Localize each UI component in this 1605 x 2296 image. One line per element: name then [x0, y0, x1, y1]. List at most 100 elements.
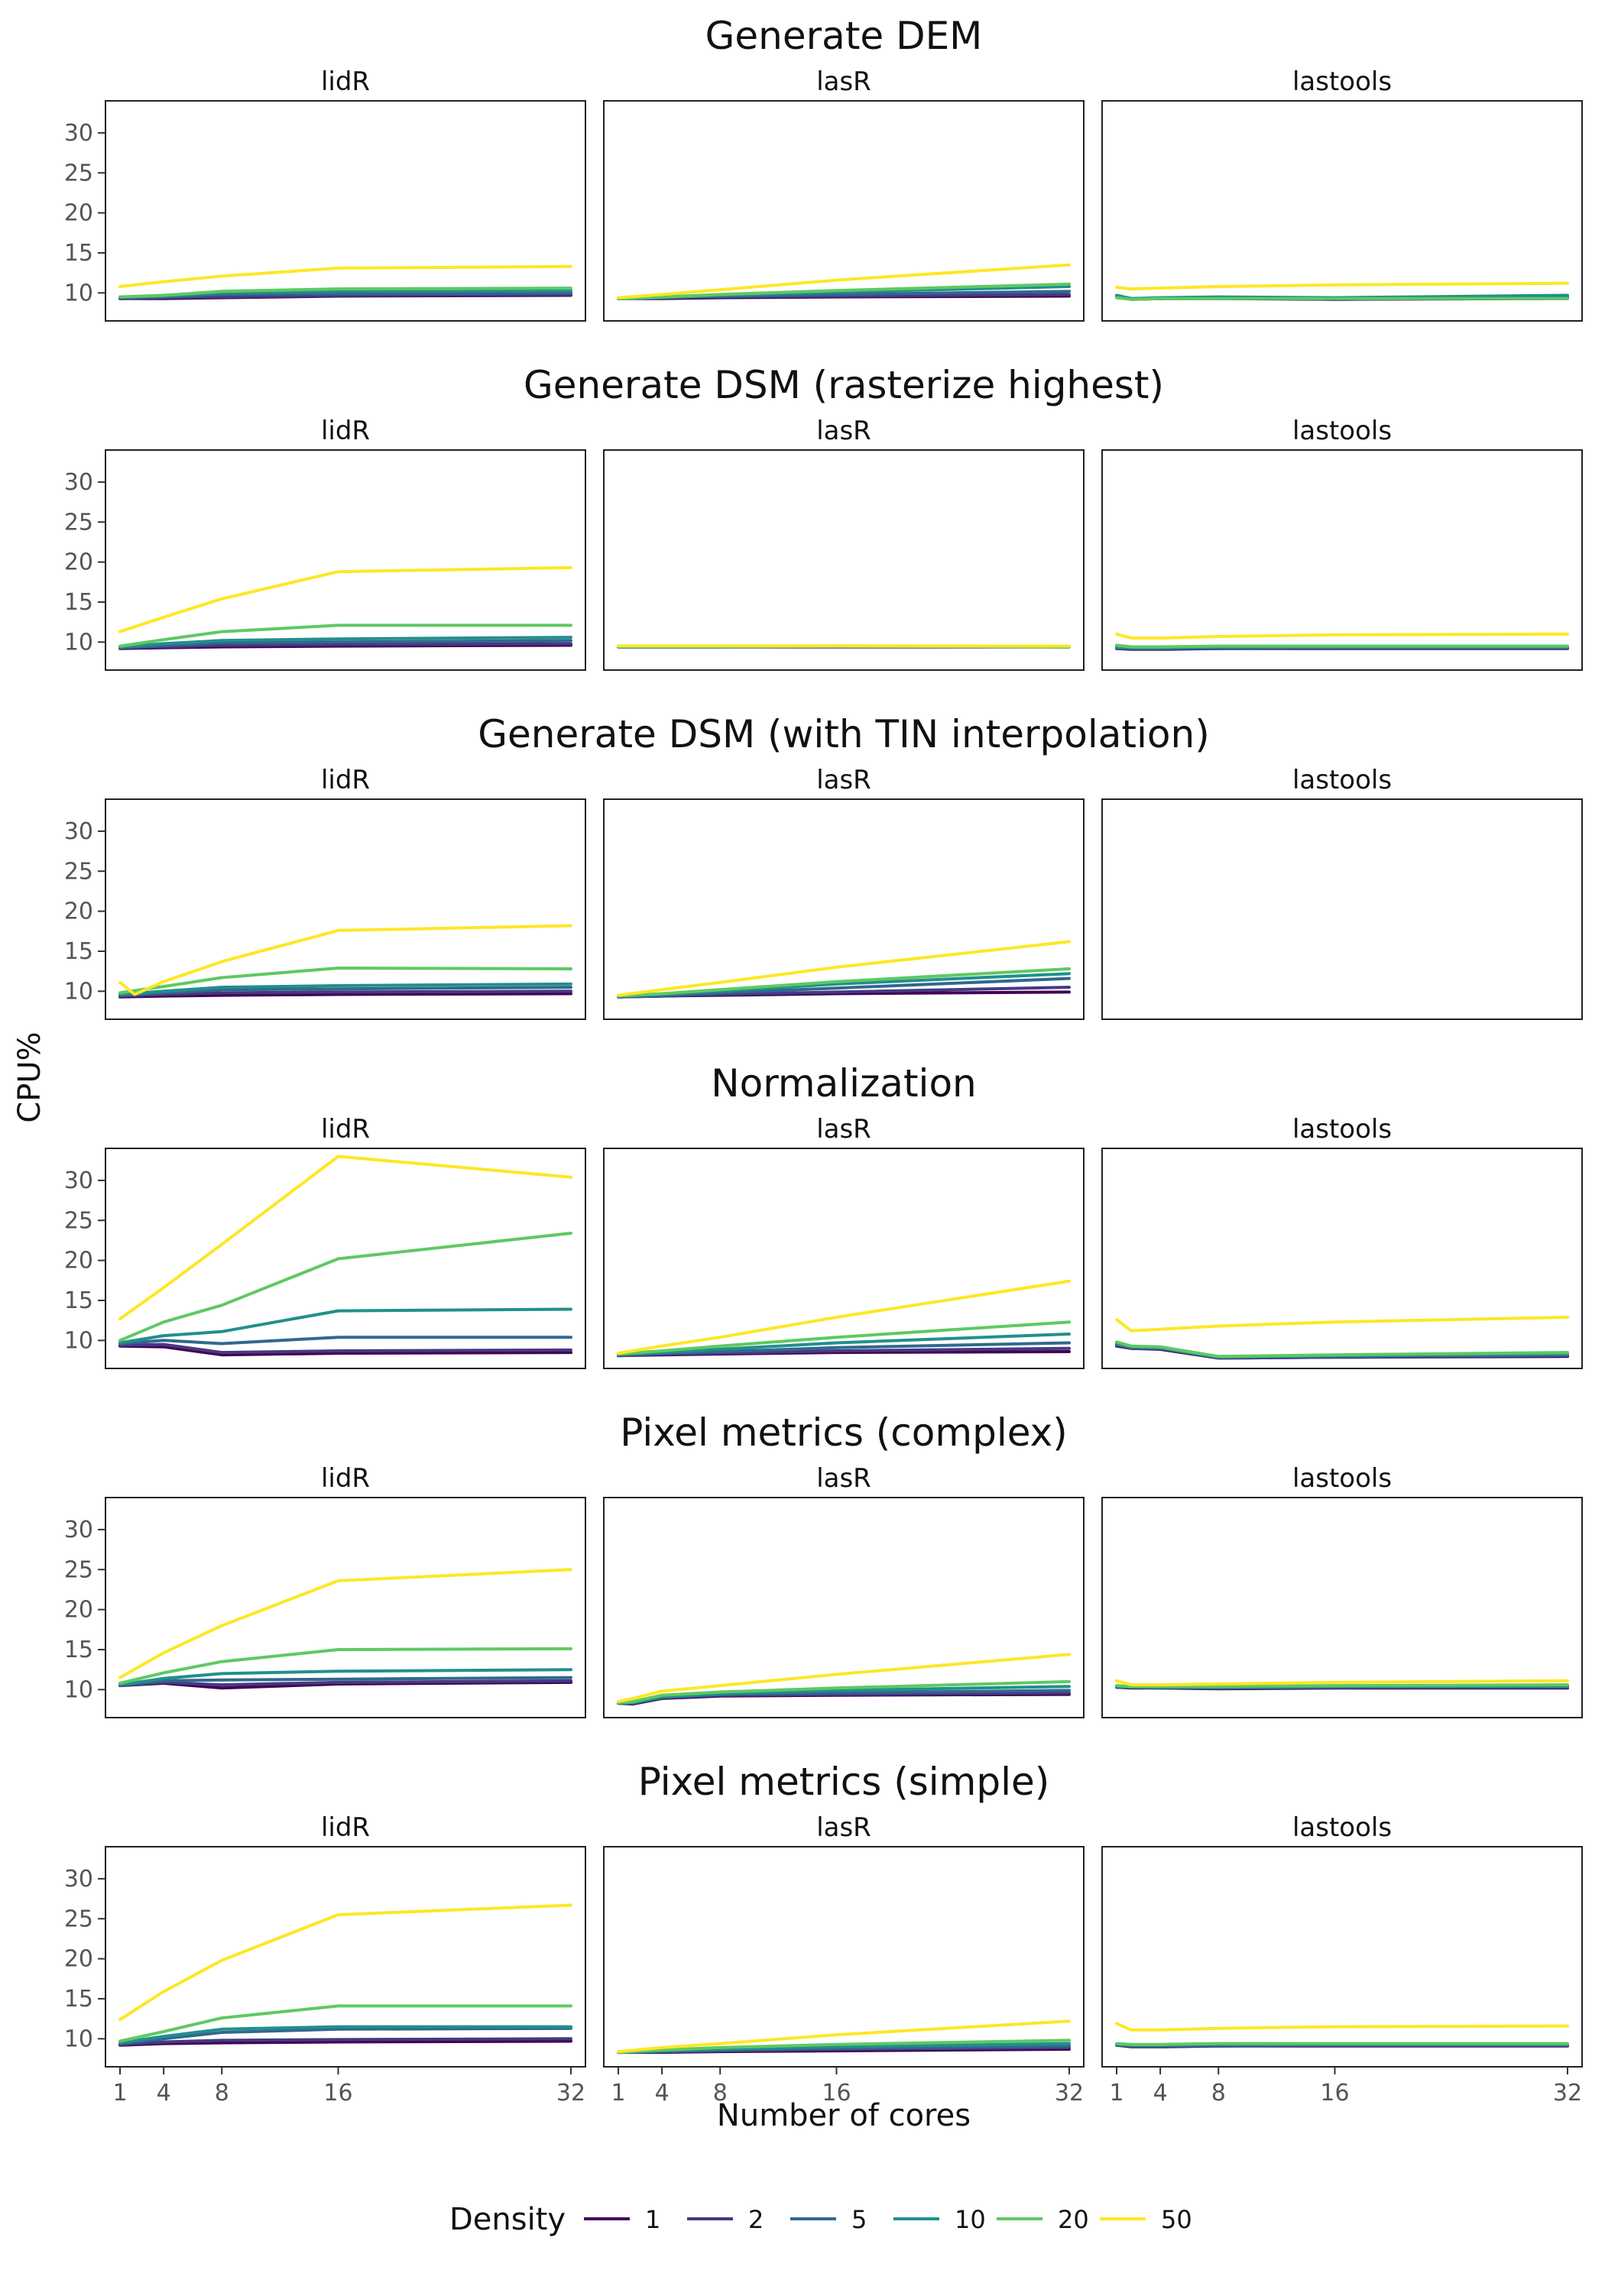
- series-line-density-5: [118, 2026, 572, 2045]
- panel-strip-label: lastools: [1292, 765, 1392, 795]
- panel: lastools: [1101, 1463, 1583, 1718]
- series-line-density-50: [118, 264, 572, 288]
- series-line-density-50: [617, 2019, 1071, 2054]
- series-line-density-20: [118, 623, 572, 648]
- y-tick-label: 10: [64, 1676, 93, 1703]
- panel-frame: [603, 1148, 1085, 1369]
- y-tick-label: 20: [64, 1248, 93, 1274]
- panel: lidR 10 15 20 25 30: [64, 1114, 586, 1369]
- facet-row: Generate DSM (rasterize highest) lidR 10 15…: [64, 363, 1583, 671]
- y-tick-label: 15: [64, 1287, 93, 1314]
- x-tick-label: 16: [822, 2080, 851, 2107]
- y-tick-label: 15: [64, 240, 93, 267]
- series-line-density-10: [118, 1668, 572, 1687]
- y-tick-label: 20: [64, 1597, 93, 1624]
- x-tick-label: 8: [215, 2080, 229, 2107]
- series-line-density-20: [118, 1647, 572, 1685]
- row-title: Generate DSM (with TIN interpolation): [478, 712, 1209, 756]
- panel-strip-label: lastools: [1292, 1812, 1392, 1843]
- legend-label: 2: [748, 2205, 764, 2234]
- x-tick-label: 32: [556, 2080, 585, 2107]
- legend-label: 1: [645, 2205, 660, 2234]
- series-line-density-50: [118, 1568, 572, 1679]
- series-line-density-50: [118, 924, 572, 996]
- panel-strip-label: lidR: [321, 1463, 370, 1494]
- x-tick-label: 4: [157, 2080, 171, 2107]
- panel: lidR 10 15 20 25 30 1 4 8 16 32: [64, 1812, 586, 2107]
- x-tick-label: 1: [611, 2080, 625, 2107]
- legend-label: 50: [1161, 2205, 1192, 2234]
- row-title: Pixel metrics (simple): [638, 1760, 1050, 1804]
- panel: lasR: [603, 1463, 1085, 1718]
- panel-frame: [1101, 798, 1583, 1020]
- y-tick-label: 30: [64, 120, 93, 147]
- series-line-density-50: [617, 1279, 1071, 1355]
- panel-strip-label: lasR: [816, 1812, 871, 1843]
- facet-row: Generate DEM lidR 10 15 20 25 30 lasR lastools: [64, 14, 1583, 322]
- y-tick-label: 30: [64, 469, 93, 496]
- series-line-density-20: [617, 967, 1071, 998]
- y-tick-label: 20: [64, 549, 93, 576]
- y-tick-label: 25: [64, 1906, 93, 1932]
- x-tick-label: 1: [112, 2080, 127, 2107]
- series-line-density-20: [1115, 296, 1569, 301]
- panel-strip-label: lastools: [1292, 1114, 1392, 1145]
- series-line-density-5: [118, 1336, 572, 1346]
- series-line-density-10: [118, 636, 572, 649]
- series-line-density-2: [118, 1342, 572, 1355]
- panel: lidR 10 15 20 25 30: [64, 66, 586, 322]
- series-line-density-2: [118, 2037, 572, 2046]
- panel-frame: [603, 1846, 1085, 2068]
- x-tick-label: 1: [1109, 2080, 1124, 2107]
- x-axis-title: Number of cores: [717, 2098, 971, 2133]
- facet-row: Pixel metrics (complex) lidR 10 15 20 25 30 las…: [64, 1410, 1583, 1718]
- series-line-density-20: [1115, 1683, 1569, 1689]
- y-axis-title: CPU%: [12, 1031, 47, 1122]
- panel-strip-label: lasR: [816, 1463, 871, 1494]
- series-line-density-50: [118, 1903, 572, 2022]
- y-tick-label: 10: [64, 2026, 93, 2052]
- y-tick-label: 25: [64, 160, 93, 186]
- panel: lasR: [603, 416, 1085, 671]
- panel-frame: [1101, 1846, 1583, 2068]
- series-line-density-50: [1115, 632, 1569, 640]
- panel: lasR: [603, 66, 1085, 322]
- y-tick-label: 10: [64, 978, 93, 1005]
- x-tick-label: 32: [1055, 2080, 1084, 2107]
- x-tick-label: 4: [655, 2080, 670, 2107]
- series-line-density-20: [118, 287, 572, 299]
- panel: lasR: [603, 765, 1085, 1020]
- panel-strip-label: lasR: [816, 765, 871, 795]
- series-line-density-20: [617, 282, 1071, 300]
- y-tick-label: 30: [64, 1167, 93, 1194]
- facet-row: Generate DSM (with TIN interpolation) lid…: [64, 712, 1583, 1020]
- series-line-density-20: [1115, 1340, 1569, 1358]
- panel: lastools: [1101, 765, 1583, 1020]
- y-tick-label: 20: [64, 1946, 93, 1973]
- panel: lastools: [1101, 66, 1583, 322]
- series-line-density-20: [118, 1232, 572, 1342]
- series-line-density-50: [118, 565, 572, 633]
- series-line-density-1: [118, 1344, 572, 1357]
- x-tick-label: 8: [713, 2080, 728, 2107]
- series-line-density-50: [617, 1653, 1071, 1704]
- panel-strip-label: lidR: [321, 765, 370, 795]
- panel-strip-label: lidR: [321, 1114, 370, 1145]
- x-tick-label: 16: [323, 2080, 352, 2107]
- series-line-density-50: [1115, 1679, 1569, 1687]
- series-line-density-20: [118, 2004, 572, 2043]
- x-tick-label: 32: [1553, 2080, 1582, 2107]
- panel-frame: [1101, 1148, 1583, 1369]
- row-title: Generate DSM (rasterize highest): [524, 363, 1164, 407]
- series-line-density-50: [1115, 2022, 1569, 2032]
- series-line-density-20: [1115, 2042, 1569, 2046]
- series-line-density-50: [617, 940, 1071, 997]
- y-tick-label: 30: [64, 818, 93, 845]
- x-tick-label: 16: [1320, 2080, 1349, 2107]
- x-tick-label: 4: [1153, 2080, 1168, 2107]
- row-title: Pixel metrics (complex): [620, 1410, 1067, 1455]
- y-tick-label: 25: [64, 1556, 93, 1583]
- legend-label: 20: [1058, 2205, 1089, 2234]
